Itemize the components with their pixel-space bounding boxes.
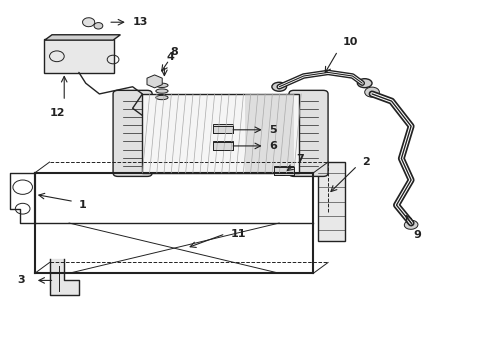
Bar — [213, 140, 233, 149]
Ellipse shape — [156, 89, 168, 93]
Bar — [213, 125, 233, 134]
Text: 10: 10 — [343, 37, 358, 47]
Text: 1: 1 — [79, 200, 87, 210]
Bar — [318, 162, 345, 241]
Text: 13: 13 — [133, 17, 148, 27]
Text: 7: 7 — [296, 154, 304, 164]
Ellipse shape — [272, 82, 287, 91]
Polygon shape — [45, 35, 121, 40]
Text: 11: 11 — [230, 229, 246, 239]
Bar — [143, 94, 299, 173]
Bar — [245, 94, 294, 173]
Ellipse shape — [82, 18, 95, 27]
Text: 6: 6 — [270, 141, 277, 151]
FancyBboxPatch shape — [44, 40, 114, 73]
Ellipse shape — [404, 220, 418, 229]
Ellipse shape — [357, 79, 372, 87]
Ellipse shape — [94, 23, 103, 29]
Text: 3: 3 — [18, 275, 25, 285]
FancyBboxPatch shape — [289, 90, 328, 176]
Ellipse shape — [156, 95, 168, 100]
Polygon shape — [49, 259, 79, 295]
Text: 4: 4 — [167, 51, 175, 62]
Bar — [274, 166, 294, 175]
Text: 9: 9 — [414, 230, 421, 240]
Text: 8: 8 — [171, 47, 178, 57]
Ellipse shape — [365, 87, 379, 97]
Text: 12: 12 — [49, 108, 65, 118]
FancyBboxPatch shape — [113, 90, 152, 176]
Ellipse shape — [156, 83, 168, 87]
Text: 2: 2 — [362, 157, 370, 167]
Text: 5: 5 — [270, 125, 277, 135]
